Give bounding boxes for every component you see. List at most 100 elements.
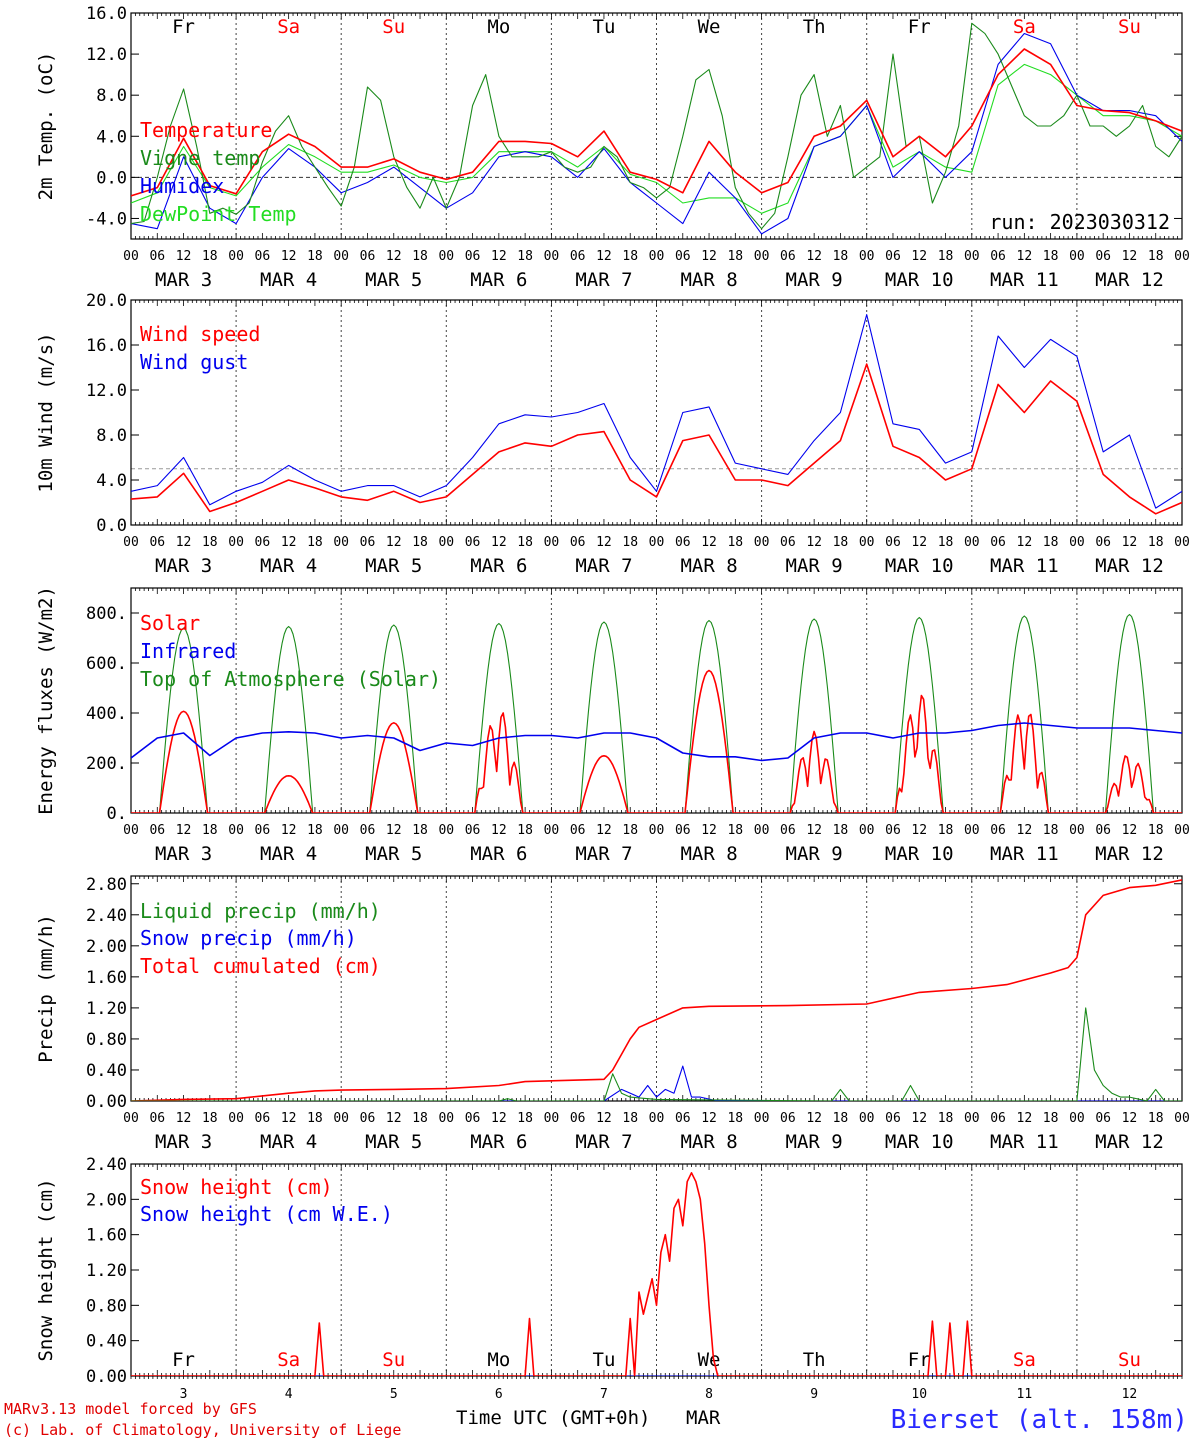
weekday-label: Sa	[1013, 16, 1036, 38]
hour-label: 12	[911, 535, 927, 550]
hour-label: 06	[255, 1111, 271, 1126]
y-tick-label: 8.0	[96, 426, 127, 446]
hour-label: 00	[438, 249, 454, 264]
date-label: MAR 10	[885, 843, 954, 865]
weekday-label: Tu	[593, 1349, 616, 1371]
weekday-label: Su	[1118, 1349, 1141, 1371]
hour-label: 00	[754, 823, 770, 838]
hour-label: 06	[1095, 1111, 1111, 1126]
hour-label: 18	[202, 535, 218, 550]
energy-panel: 0. 200. 400. 600. 800. Energy fluxes (W/m2) 00…	[35, 586, 1190, 865]
date-label: MAR 9	[786, 555, 843, 577]
date-label: MAR 4	[260, 269, 317, 291]
legend-entry: Wind speed	[140, 322, 260, 346]
hour-label: 06	[570, 249, 586, 264]
hour-label: 12	[281, 535, 297, 550]
weekday-label: Fr	[172, 1349, 195, 1371]
y-tick-label: 4.0	[96, 127, 127, 147]
hour-label: 12	[386, 249, 402, 264]
y-tick-label: 1.20	[86, 999, 127, 1019]
hour-label: 06	[255, 823, 271, 838]
hour-label: 12	[491, 535, 507, 550]
weekday-label: Fr	[908, 16, 931, 38]
hour-label: 06	[885, 535, 901, 550]
hour-label: 06	[990, 249, 1006, 264]
hour-label: 12	[281, 1111, 297, 1126]
y-tick-label: 400.	[86, 704, 127, 724]
hour-label: 18	[1148, 535, 1164, 550]
y-tick-label: 0.80	[86, 1030, 127, 1050]
legend-entry: Temperature	[140, 118, 272, 142]
hour-label: 00	[1069, 535, 1085, 550]
hour-label: 06	[1095, 823, 1111, 838]
date-label: MAR 12	[1095, 555, 1164, 577]
hour-label: 18	[622, 535, 638, 550]
legend-entry: Wind gust	[140, 350, 248, 374]
hour-label: 12	[491, 1111, 507, 1126]
hour-label: 00	[859, 249, 875, 264]
series-line-humidex	[131, 32, 1182, 235]
date-label: MAR 7	[575, 843, 632, 865]
hour-label: 18	[938, 823, 954, 838]
hour-label: 06	[990, 823, 1006, 838]
hour-label: 12	[176, 249, 192, 264]
hour-label: 06	[465, 1111, 481, 1126]
y-tick-label: 0.80	[86, 1296, 127, 1316]
hour-label: 12	[701, 1111, 717, 1126]
day-number-label: 11	[1017, 1387, 1033, 1402]
hour-label: 12	[596, 823, 612, 838]
hour-label: 12	[701, 249, 717, 264]
hour-label: 12	[281, 249, 297, 264]
y-tick-label: 200.	[86, 754, 127, 774]
series-line-top-of-atmosphere-solar-	[131, 613, 1182, 813]
date-label: MAR 8	[680, 555, 737, 577]
hour-label: 00	[754, 1111, 770, 1126]
hour-label: 00	[333, 1111, 349, 1126]
hour-label: 00	[859, 535, 875, 550]
hour-label: 06	[149, 249, 165, 264]
series-line-temperature	[131, 48, 1182, 197]
hour-label: 00	[964, 823, 980, 838]
date-label: MAR 3	[155, 269, 212, 291]
date-label: MAR 10	[885, 1131, 954, 1153]
y-tick-label: 2.40	[86, 906, 127, 926]
credit-line-2: (c) Lab. of Climatology, University of L…	[4, 1421, 401, 1439]
weekday-label: Th	[803, 16, 826, 38]
hour-label: 06	[675, 249, 691, 264]
hour-label: 12	[386, 535, 402, 550]
hour-label: 00	[649, 1111, 665, 1126]
hour-label: 00	[1174, 249, 1190, 264]
weekday-label: Sa	[277, 1349, 300, 1371]
hour-label: 18	[202, 1111, 218, 1126]
hour-label: 06	[990, 535, 1006, 550]
hour-label: 12	[1017, 823, 1033, 838]
legend-entry: Liquid precip (mm/h)	[140, 899, 381, 923]
y-tick-label: 2.00	[86, 1190, 127, 1210]
hour-label: 18	[412, 1111, 428, 1126]
date-label: MAR 9	[786, 843, 843, 865]
legend-entry: Snow height (cm)	[140, 1175, 333, 1199]
hour-label: 06	[149, 535, 165, 550]
hour-label: 12	[1017, 1111, 1033, 1126]
hour-label: 18	[833, 249, 849, 264]
hour-label: 00	[228, 1111, 244, 1126]
date-label: MAR 3	[155, 1131, 212, 1153]
legend-entry: Snow height (cm W.E.)	[140, 1202, 393, 1226]
date-label: MAR 3	[155, 843, 212, 865]
date-label: MAR 7	[575, 555, 632, 577]
hour-label: 12	[596, 249, 612, 264]
weekday-label: We	[698, 16, 721, 38]
hour-label: 12	[281, 823, 297, 838]
date-label: MAR 10	[885, 555, 954, 577]
legend-entry: Infrared	[140, 639, 236, 663]
date-label: MAR 5	[365, 269, 422, 291]
hour-label: 00	[333, 535, 349, 550]
hour-label: 00	[544, 1111, 560, 1126]
hour-label: 00	[649, 249, 665, 264]
hour-label: 06	[149, 1111, 165, 1126]
y-tick-label: 2.40	[86, 1155, 127, 1175]
hour-label: 06	[360, 823, 376, 838]
y-tick-label: 2.00	[86, 937, 127, 957]
y-tick-label: 12.0	[86, 45, 127, 65]
hour-label: 18	[202, 249, 218, 264]
